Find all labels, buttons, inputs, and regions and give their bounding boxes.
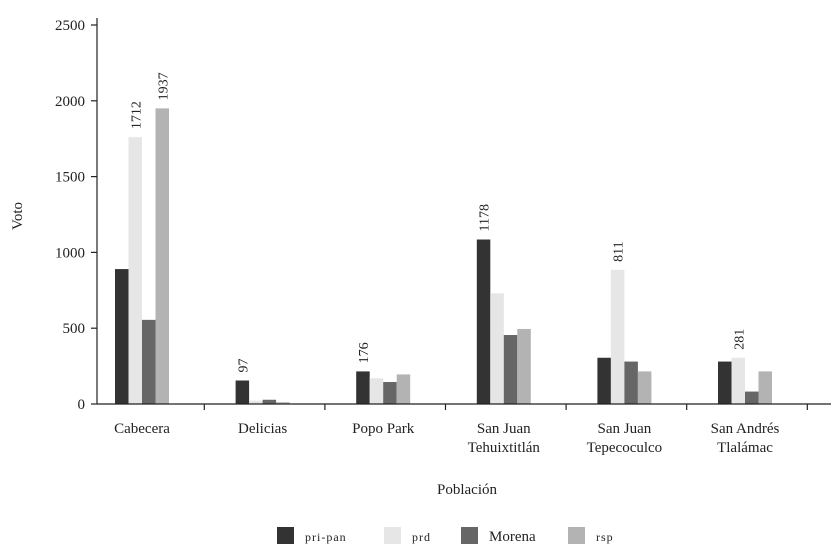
legend-swatch-morena bbox=[461, 527, 478, 544]
bar-prd-0 bbox=[128, 137, 142, 404]
data-label: 1937 bbox=[156, 72, 171, 100]
x-tick-label: Tlalámac bbox=[717, 440, 773, 456]
bar-prd-2 bbox=[369, 378, 384, 404]
bar-morena-0 bbox=[142, 319, 156, 404]
bar-rsp-5 bbox=[758, 371, 772, 404]
bar-morena-5 bbox=[745, 391, 759, 404]
x-tick-label: Tepecoculco bbox=[587, 440, 663, 456]
x-tick-label: Tehuixtitlán bbox=[468, 440, 541, 456]
x-tick-label: San Juan bbox=[598, 421, 652, 437]
x-tick-label: Cabecera bbox=[114, 421, 170, 437]
data-labels: 17121937971761178811281243 bbox=[129, 72, 747, 373]
bars bbox=[115, 108, 772, 404]
x-tick-label: Popo Park bbox=[352, 421, 415, 437]
legend-label-prd: prd bbox=[412, 530, 431, 544]
legend-swatch-pri-pan bbox=[277, 527, 294, 544]
data-label: 811 bbox=[612, 241, 627, 261]
bar-morena-3 bbox=[503, 335, 518, 404]
bar-morena-2 bbox=[383, 382, 397, 404]
x-tick-label: San Andrés bbox=[711, 421, 780, 437]
y-tick-label: 1000 bbox=[55, 245, 85, 261]
x-tick-label: San Juan bbox=[477, 421, 531, 437]
bar-rsp-4 bbox=[637, 371, 652, 404]
data-label: 1178 bbox=[478, 204, 493, 231]
bar-pri-pan-2 bbox=[356, 371, 370, 404]
legend-swatch-rsp bbox=[568, 527, 585, 544]
bar-rsp-2 bbox=[396, 374, 411, 404]
x-axis: Cabecera Delicias Popo Park San Juan Tehuixt… bbox=[97, 403, 831, 456]
data-label: 1712 bbox=[129, 101, 144, 129]
bar-pri-pan-0 bbox=[115, 269, 129, 404]
y-tick-label: 0 bbox=[78, 397, 86, 413]
bar-pri-pan-3 bbox=[476, 239, 491, 404]
legend: pri-pan prd Morena rsp bbox=[277, 527, 614, 545]
legend-swatch-prd bbox=[384, 527, 401, 544]
data-label: 281 bbox=[732, 329, 747, 350]
data-label: 97 bbox=[236, 359, 251, 373]
bar-morena-4 bbox=[624, 361, 638, 404]
y-tick-label: 500 bbox=[63, 321, 86, 337]
bar-pri-pan-4 bbox=[597, 357, 611, 404]
y-tick-label: 2500 bbox=[55, 18, 85, 34]
legend-label-pri-pan: pri-pan bbox=[305, 530, 347, 544]
y-tick-label: 1500 bbox=[55, 170, 85, 186]
bar-morena-1 bbox=[262, 399, 277, 404]
bar-prd-5 bbox=[731, 357, 745, 404]
bar-rsp-3 bbox=[517, 328, 531, 404]
y-axis-title: Voto bbox=[10, 202, 26, 230]
legend-label-morena: Morena bbox=[489, 529, 536, 545]
x-axis-title: Población bbox=[437, 482, 497, 498]
bar-rsp-1 bbox=[276, 402, 290, 404]
bar-prd-4 bbox=[610, 269, 625, 404]
legend-label-rsp: rsp bbox=[596, 530, 614, 544]
y-tick-label: 2000 bbox=[55, 94, 85, 110]
bar-prd-3 bbox=[490, 293, 504, 404]
bar-pri-pan-5 bbox=[718, 361, 732, 404]
y-axis: 0 500 1000 1500 2000 2500 bbox=[55, 18, 98, 413]
bar-rsp-0 bbox=[155, 108, 169, 404]
bar-prd-1 bbox=[249, 400, 263, 404]
data-label: 176 bbox=[357, 342, 372, 363]
bar-pri-pan-1 bbox=[235, 380, 250, 404]
x-tick-label: Delicias bbox=[238, 421, 287, 437]
